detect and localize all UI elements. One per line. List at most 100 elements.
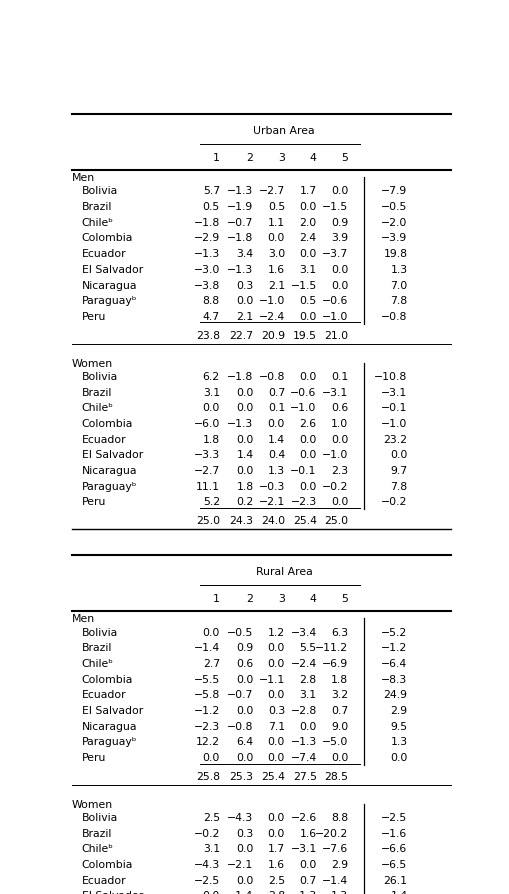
Text: 1.8: 1.8 [236,482,253,492]
Text: 7.8: 7.8 [390,482,407,492]
Text: 3.2: 3.2 [330,690,348,700]
Text: −1.4: −1.4 [193,643,219,654]
Text: 0.1: 0.1 [330,372,348,382]
Text: 1.7: 1.7 [267,844,285,855]
Text: 24.9: 24.9 [383,690,407,700]
Text: −0.2: −0.2 [193,829,219,839]
Text: 1.6: 1.6 [267,265,285,274]
Text: 0.5: 0.5 [299,296,316,307]
Text: 2.9: 2.9 [330,860,348,870]
Text: 8.8: 8.8 [330,813,348,823]
Text: 0.0: 0.0 [299,721,316,731]
Text: −2.1: −2.1 [259,497,285,508]
Text: 5: 5 [341,153,348,163]
Text: 21.0: 21.0 [324,331,348,341]
Text: 0.0: 0.0 [299,434,316,444]
Text: −8.3: −8.3 [381,675,407,685]
Text: Brazil: Brazil [81,202,111,212]
Text: 0.0: 0.0 [236,296,253,307]
Text: −3.8: −3.8 [193,281,219,291]
Text: 1.1: 1.1 [267,218,285,228]
Text: Ecuador: Ecuador [81,434,126,444]
Text: 2.1: 2.1 [236,312,253,322]
Text: −2.7: −2.7 [193,466,219,476]
Text: −3.1: −3.1 [290,844,316,855]
Text: −0.8: −0.8 [258,372,285,382]
Text: Peru: Peru [81,312,106,322]
Text: 2.6: 2.6 [299,419,316,429]
Text: 24.0: 24.0 [261,516,285,527]
Text: Colombia: Colombia [81,233,133,243]
Text: 0.0: 0.0 [330,434,348,444]
Text: 23.8: 23.8 [195,331,219,341]
Text: 2.0: 2.0 [299,218,316,228]
Text: 1.3: 1.3 [330,891,348,894]
Text: 0.0: 0.0 [299,860,316,870]
Text: −1.2: −1.2 [381,643,407,654]
Text: 0.6: 0.6 [236,659,253,669]
Text: El Salvador: El Salvador [81,265,143,274]
Text: −2.7: −2.7 [259,187,285,197]
Text: −0.7: −0.7 [227,218,253,228]
Text: 5: 5 [341,594,348,603]
Text: 2.1: 2.1 [267,281,285,291]
Text: −6.5: −6.5 [381,860,407,870]
Text: Chileᵇ: Chileᵇ [81,218,113,228]
Text: 22.7: 22.7 [229,331,253,341]
Text: 0.0: 0.0 [389,451,407,460]
Text: 5.5: 5.5 [299,643,316,654]
Text: Colombia: Colombia [81,860,133,870]
Text: El Salvador: El Salvador [81,706,143,716]
Text: 24.3: 24.3 [229,516,253,527]
Text: 12.2: 12.2 [195,738,219,747]
Text: 7.1: 7.1 [267,721,285,731]
Text: Bolivia: Bolivia [81,813,118,823]
Text: 0.4: 0.4 [267,451,285,460]
Text: Peru: Peru [81,753,106,763]
Text: 0.0: 0.0 [267,659,285,669]
Text: −4.3: −4.3 [193,860,219,870]
Text: 0.0: 0.0 [299,451,316,460]
Text: 0.0: 0.0 [330,281,348,291]
Text: Nicaragua: Nicaragua [81,721,137,731]
Text: El Salvador: El Salvador [81,451,143,460]
Text: Paraguayᵇ: Paraguayᵇ [81,738,136,747]
Text: −1.0: −1.0 [321,312,348,322]
Text: −1.8: −1.8 [227,233,253,243]
Text: 1: 1 [213,153,219,163]
Text: 2.8: 2.8 [267,891,285,894]
Text: 0.1: 0.1 [267,403,285,413]
Text: −1.0: −1.0 [381,419,407,429]
Text: Paraguayᵇ: Paraguayᵇ [81,482,136,492]
Text: −1.0: −1.0 [258,296,285,307]
Text: 19.5: 19.5 [292,331,316,341]
Text: −4.3: −4.3 [227,813,253,823]
Text: 0.9: 0.9 [236,643,253,654]
Text: 2.5: 2.5 [203,813,219,823]
Text: 1.2: 1.2 [267,628,285,637]
Text: −3.0: −3.0 [193,265,219,274]
Text: 4.7: 4.7 [203,312,219,322]
Text: −11.2: −11.2 [315,643,348,654]
Text: −0.3: −0.3 [258,482,285,492]
Text: 1.6: 1.6 [299,829,316,839]
Text: −2.0: −2.0 [381,218,407,228]
Text: 0.9: 0.9 [330,218,348,228]
Text: Brazil: Brazil [81,829,111,839]
Text: 0.0: 0.0 [236,387,253,398]
Text: −0.6: −0.6 [290,387,316,398]
Text: 3.1: 3.1 [299,265,316,274]
Text: 1.6: 1.6 [267,860,285,870]
Text: Colombia: Colombia [81,675,133,685]
Text: 0.0: 0.0 [236,675,253,685]
Text: 0.0: 0.0 [299,482,316,492]
Text: 0.0: 0.0 [299,312,316,322]
Text: 0.0: 0.0 [267,813,285,823]
Text: 5.2: 5.2 [203,497,219,508]
Text: 1.7: 1.7 [299,187,316,197]
Text: −0.5: −0.5 [381,202,407,212]
Text: 3: 3 [278,153,285,163]
Text: Ecuador: Ecuador [81,249,126,259]
Text: −1.8: −1.8 [193,218,219,228]
Text: −2.1: −2.1 [227,860,253,870]
